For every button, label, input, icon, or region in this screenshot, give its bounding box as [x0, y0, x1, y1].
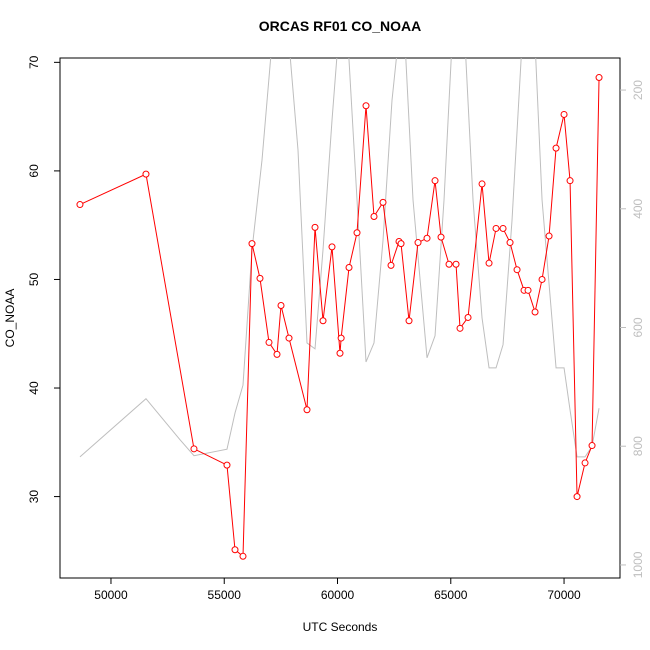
data-point: [445, 260, 453, 268]
data-point: [337, 334, 345, 342]
data-point: [76, 201, 84, 209]
data-point: [319, 317, 327, 325]
data-point: [513, 266, 521, 274]
data-point: [531, 308, 539, 316]
y-tick-label: 60: [27, 164, 41, 178]
data-point: [285, 334, 293, 342]
data-point: [595, 74, 603, 82]
x-tick-label: 70000: [547, 588, 581, 602]
data-point: [560, 110, 568, 118]
data-point: [545, 232, 553, 240]
data-point: [414, 239, 422, 247]
y-axis-label: CO_NOAA: [3, 289, 17, 348]
y2-tick-label: 600: [631, 317, 645, 337]
data-point: [464, 313, 472, 321]
y-tick-label: 30: [27, 490, 41, 504]
chart-title: ORCAS RF01 CO_NOAA: [259, 18, 422, 34]
data-point: [370, 212, 378, 220]
plot-frame: [59, 57, 621, 579]
y-tick-label: 70: [27, 55, 41, 69]
data-point: [478, 180, 486, 188]
data-point: [265, 338, 273, 346]
data-point: [573, 493, 581, 501]
x-tick-label: 50000: [94, 588, 128, 602]
data-point: [239, 552, 247, 560]
data-point: [485, 259, 493, 267]
data-point: [387, 261, 395, 269]
y-tick-label: 40: [27, 381, 41, 395]
x-tick-label: 60000: [321, 588, 355, 602]
data-point: [524, 286, 532, 294]
data-point: [231, 546, 239, 554]
data-point: [397, 240, 405, 248]
data-point: [223, 461, 231, 469]
data-point: [566, 177, 574, 185]
data-point: [353, 229, 361, 237]
data-point: [431, 177, 439, 185]
data-point: [248, 240, 256, 248]
data-point: [345, 264, 353, 272]
data-point: [303, 406, 311, 414]
x-axis-label: UTC Seconds: [303, 620, 378, 634]
data-point: [273, 350, 281, 358]
data-point: [277, 302, 285, 310]
data-point: [256, 274, 264, 282]
data-point: [499, 224, 507, 232]
data-point: [588, 442, 596, 450]
data-point: [362, 102, 370, 110]
data-point: [452, 260, 460, 268]
x-tick-label: 55000: [208, 588, 242, 602]
data-point: [538, 275, 546, 283]
y2-tick-label: 200: [631, 80, 645, 100]
data-point: [492, 224, 500, 232]
y2-tick-label: 400: [631, 198, 645, 218]
y-tick-label: 50: [27, 272, 41, 286]
data-point: [336, 349, 344, 357]
data-point: [379, 198, 387, 206]
data-point: [405, 317, 413, 325]
x-tick-label: 65000: [434, 588, 468, 602]
data-point: [423, 234, 431, 242]
series-line: [79, 77, 600, 558]
y2-tick-label: 800: [631, 436, 645, 456]
data-point: [311, 223, 319, 231]
y2-tick-label: 1000: [631, 551, 645, 578]
series-line: [79, 58, 600, 458]
data-point: [142, 170, 150, 178]
data-point: [190, 445, 198, 453]
data-point: [581, 459, 589, 467]
data-point: [437, 233, 445, 241]
data-point: [552, 144, 560, 152]
data-point: [328, 243, 336, 251]
data-point: [506, 239, 514, 247]
plot-area: [76, 58, 603, 560]
data-point: [456, 324, 464, 332]
